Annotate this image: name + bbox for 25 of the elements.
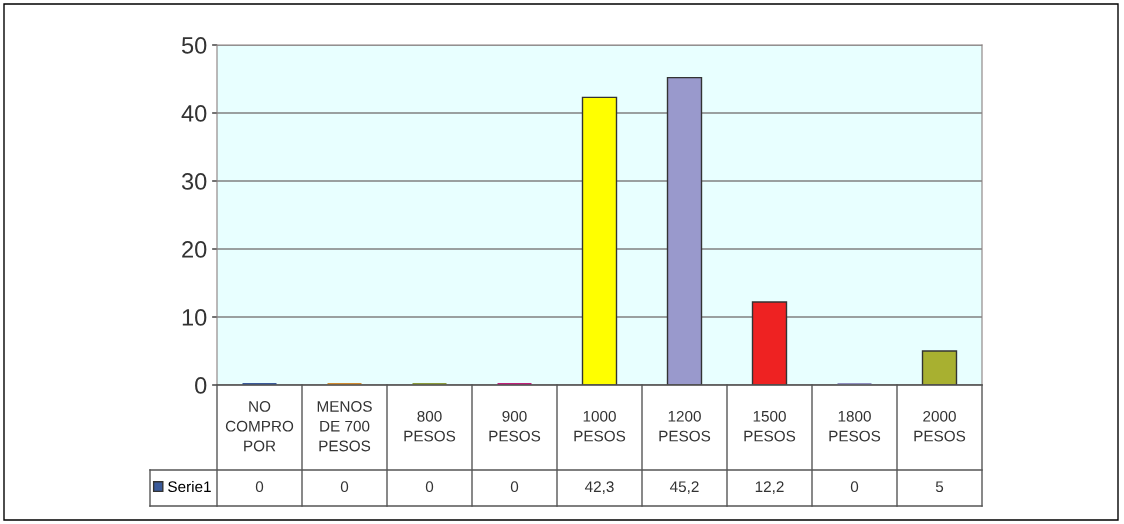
y-tick-label: 0	[195, 377, 207, 394]
data-label: 0	[255, 481, 264, 493]
x-tick-label: 900 PESOS	[489, 410, 541, 442]
x-tick-label: 1500 PESOS	[744, 410, 796, 442]
x-tick-label: NO COMPRO POR	[225, 401, 294, 452]
x-tick-label: MENOS DE 700 PESOS	[317, 401, 372, 452]
data-label: 0	[510, 481, 519, 493]
y-tick-label: 50	[181, 37, 207, 54]
data-label: 0	[850, 481, 859, 493]
x-tick-label: 800 PESOS	[404, 410, 456, 442]
x-tick-label: 2000 PESOS	[914, 410, 966, 442]
legend-label: Serie1	[168, 480, 211, 493]
data-label: 45,2	[669, 481, 699, 494]
y-tick-label: 40	[181, 105, 207, 122]
data-label: 0	[425, 481, 434, 493]
y-tick-label: 20	[182, 241, 207, 258]
data-label: 0	[340, 481, 349, 493]
x-tick-label: 1800 PESOS	[829, 410, 881, 442]
data-label: 5	[935, 481, 944, 493]
data-label: 12,2	[755, 481, 784, 494]
data-label: 42,3	[584, 481, 614, 494]
x-tick-label: 1000 PESOS	[574, 410, 626, 442]
x-tick-label: 1200 PESOS	[659, 410, 711, 442]
y-tick-label: 30	[181, 173, 207, 190]
y-tick-label: 10	[182, 309, 207, 326]
